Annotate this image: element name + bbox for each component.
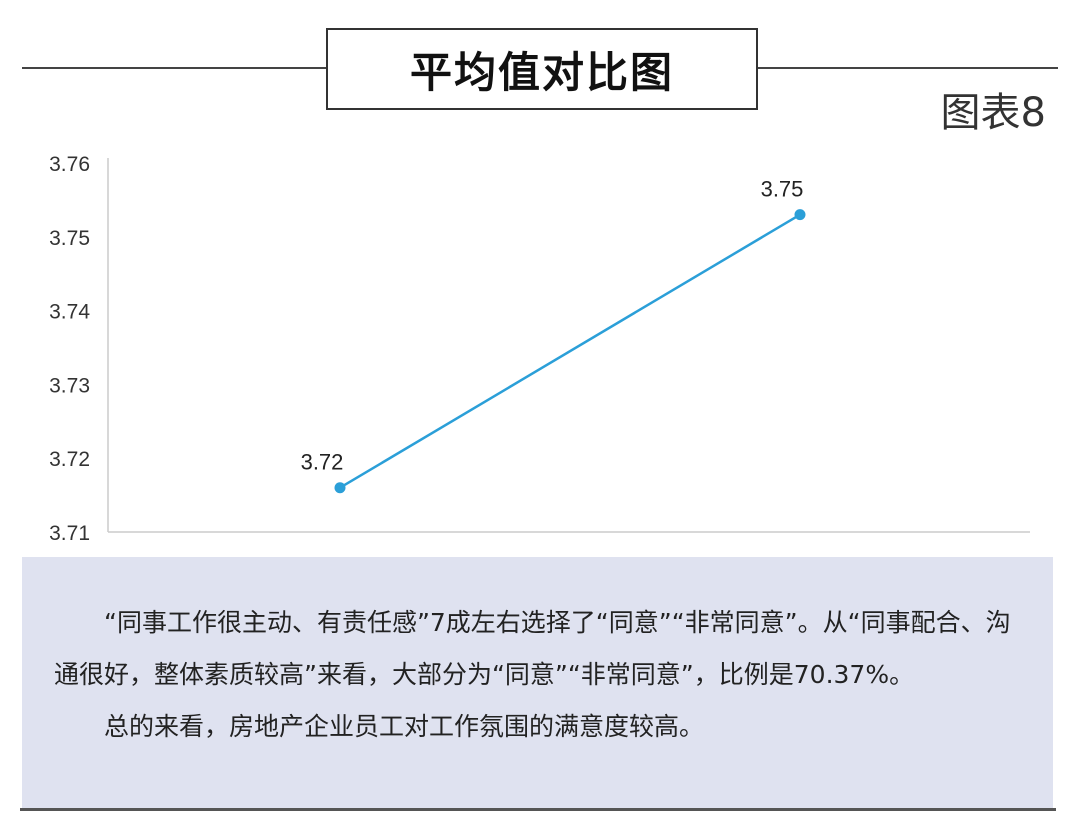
line-chart: 3.76 3.75 3.74 3.73 3.72 3.71 3.72 3.75 xyxy=(49,153,1030,545)
title-rule-right xyxy=(756,67,1058,69)
y-tick-label: 3.76 xyxy=(49,153,90,176)
figure-label: 图表8 xyxy=(940,90,1046,136)
title-rule-left xyxy=(22,67,328,69)
y-tick-label: 3.72 xyxy=(49,448,90,471)
data-point xyxy=(794,209,806,221)
data-label: 3.72 xyxy=(301,450,344,475)
y-tick-label: 3.74 xyxy=(49,301,90,324)
y-tick-label: 3.71 xyxy=(49,522,90,545)
data-label: 3.75 xyxy=(761,177,804,202)
data-point xyxy=(334,482,346,494)
series-line xyxy=(339,213,801,489)
note-paragraph-2: 总的来看，房地产企业员工对工作氛围的满意度较高。 xyxy=(104,712,705,741)
y-tick-label: 3.73 xyxy=(49,374,90,397)
bottom-rule xyxy=(20,808,1056,811)
chart-title-text: 平均值对比图 xyxy=(409,47,674,97)
note-box: “同事工作很主动、有责任感”7成左右选择了“同意”“非常同意”。从“同事配合、沟… xyxy=(22,557,1053,808)
chart-title: 平均值对比图 xyxy=(326,28,758,110)
note-paragraph-1: “同事工作很主动、有责任感”7成左右选择了“同意”“非常同意”。从“同事配合、沟… xyxy=(54,608,1011,689)
y-tick-label: 3.75 xyxy=(49,227,90,250)
